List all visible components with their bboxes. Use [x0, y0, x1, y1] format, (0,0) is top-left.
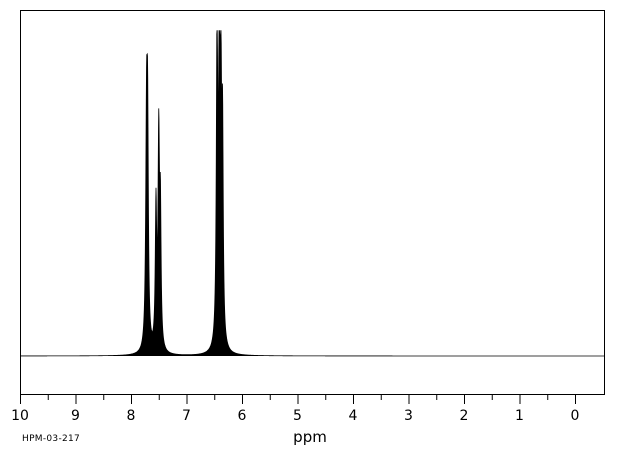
axis-ticks [20, 395, 576, 404]
axis-tick-label-1: 1 [515, 408, 524, 424]
axis-tick-label-0: 0 [571, 408, 580, 424]
axis-tick-label-3: 3 [404, 408, 413, 424]
spectrum-trace [20, 30, 605, 357]
axis-tick-label-8: 8 [127, 408, 136, 424]
axis-tick-label-7: 7 [182, 408, 191, 424]
axis-tick-label-5: 5 [293, 408, 302, 424]
axis-tick-labels: 10 9 8 7 6 5 4 3 2 1 0 [11, 408, 579, 424]
sample-id-label: HPM-03-217 [22, 434, 80, 444]
axis-tick-label-4: 4 [349, 408, 358, 424]
axis-tick-label-6: 6 [238, 408, 247, 424]
axis-tick-label-9: 9 [71, 408, 80, 424]
axis-tick-label-10: 10 [11, 408, 29, 424]
plot-frame [20, 10, 605, 395]
x-axis-title: ppm [293, 428, 327, 446]
axis-tick-label-2: 2 [460, 408, 469, 424]
